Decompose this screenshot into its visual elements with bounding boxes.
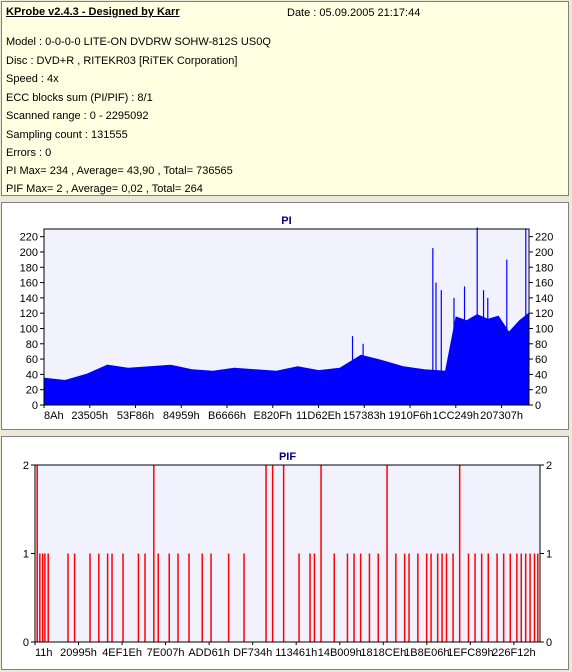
pif-plot-border xyxy=(34,464,541,643)
pif-xtick-label: DF734h xyxy=(233,647,272,659)
pi-ytick-label-right: 60 xyxy=(535,354,547,366)
pi-xtick-label: 8Ah xyxy=(44,410,64,422)
pif-ytick-label-right: 0 xyxy=(546,637,552,649)
ecc-line: ECC blocks sum (PI/PIF) : 8/1 xyxy=(6,92,153,104)
pi-ytick-label-right: 140 xyxy=(535,293,553,305)
pi-ytick-label-right: 160 xyxy=(535,278,553,290)
pi-ytick-label-right: 80 xyxy=(535,339,547,351)
pi-ytick-label-right: 40 xyxy=(535,369,547,381)
pi-xtick-label: 157383h xyxy=(343,410,386,422)
pif-xtick-label: 1EFC89h xyxy=(447,647,493,659)
sampling-line: Sampling count : 131555 xyxy=(6,129,128,141)
pi-ytick-label-left: 160 xyxy=(20,278,38,290)
pif-xtick-label: 4EF1Eh xyxy=(102,647,142,659)
pif-ytick-label-right: 2 xyxy=(546,460,552,472)
pi-ytick-label-left: 40 xyxy=(26,369,38,381)
pif-xtick-label: 20995h xyxy=(60,647,97,659)
pi-ytick-label-right: 20 xyxy=(535,385,547,397)
pif-xtick-label: 11h xyxy=(35,647,53,659)
pi-ytick-label-left: 120 xyxy=(20,308,38,320)
pif-chart-panel: PIF 0 0 1 1 2 2 11h 20995h 4EF1Eh 7E007h ADD61h DF73… xyxy=(1,436,569,670)
pif-xtick-label: 1818CEh xyxy=(360,647,406,659)
pi-ytick-label-right: 100 xyxy=(535,323,553,335)
pif-chart: PIF 0 0 1 1 2 2 11h 20995h 4EF1Eh 7E007h ADD61h DF73… xyxy=(23,451,552,659)
pif-summary-line: PIF Max= 2 , Average= 0,02 , Total= 264 xyxy=(6,183,203,195)
pi-chart-panel: PI 0 0 20 20 40 40 60 60 80 80 100 100 120 120 140 140 16… xyxy=(1,202,569,430)
pi-xtick-label: 11D62Eh xyxy=(296,410,341,422)
pi-ytick-label-left: 100 xyxy=(20,323,38,335)
pi-ytick-label-right: 0 xyxy=(535,400,541,412)
pi-ytick-label-left: 180 xyxy=(20,262,38,274)
pi-ytick-label-right: 200 xyxy=(535,247,553,259)
disc-line: Disc : DVD+R , RITEKR03 [RiTEK Corporati… xyxy=(6,55,238,67)
pi-xtick-label: 23505h xyxy=(71,410,108,422)
pi-xtick-label: 84959h xyxy=(163,410,200,422)
pi-xtick-label: 1CC249h xyxy=(433,410,479,422)
app-title: KProbe v2.4.3 - Designed by Karr xyxy=(6,6,180,18)
pi-chart-title: PI xyxy=(281,215,291,227)
pi-ytick-label-right: 120 xyxy=(535,308,553,320)
speed-line: Speed : 4x xyxy=(6,73,59,85)
pif-plot-area xyxy=(35,465,540,642)
errors-line: Errors : 0 xyxy=(6,147,52,159)
model-line: Model : 0-0-0-0 LITE-ON DVDRW SOHW-812S … xyxy=(6,36,271,48)
pi-chart: PI 0 0 20 20 40 40 60 60 80 80 100 100 120 120 140 140 16… xyxy=(20,215,554,422)
pif-xtick-label: 113461h xyxy=(275,647,317,659)
pif-ytick-label-left: 0 xyxy=(23,637,29,649)
pi-ytick-label-left: 60 xyxy=(26,354,38,366)
pif-xtick-label: 226F12h xyxy=(492,647,535,659)
pif-ytick-label-left: 1 xyxy=(23,549,29,561)
pif-xtick-label: 1B8E06h xyxy=(404,647,449,659)
pi-series-area xyxy=(43,312,530,406)
pi-xtick-label: 1910F6h xyxy=(388,410,431,422)
scan-date: Date : 05.09.2005 21:17:44 xyxy=(287,7,421,19)
pi-xtick-label: 207307h xyxy=(480,410,523,422)
pi-summary-line: PI Max= 234 , Average= 43,90 , Total= 73… xyxy=(6,165,233,177)
range-line: Scanned range : 0 - 2295092 xyxy=(6,110,149,122)
pif-xtick-label: ADD61h xyxy=(188,647,230,659)
pi-ytick-label-left: 200 xyxy=(20,247,38,259)
pif-ytick-label-right: 1 xyxy=(546,549,552,561)
pi-ytick-label-left: 140 xyxy=(20,293,38,305)
pi-ytick-label-left: 80 xyxy=(26,339,38,351)
pif-chart-title: PIF xyxy=(279,451,296,463)
pi-xtick-label: 53F86h xyxy=(117,410,154,422)
pi-ytick-label-right: 180 xyxy=(535,262,553,274)
pi-xtick-label: E820Fh xyxy=(254,410,293,422)
pi-plot-border xyxy=(43,228,530,406)
pif-xtick-label: 7E007h xyxy=(147,647,185,659)
pif-ytick-label-left: 2 xyxy=(23,460,29,472)
pi-ytick-label-left: 20 xyxy=(26,385,38,397)
pi-ytick-label-left: 0 xyxy=(32,400,38,412)
pi-ytick-label-left: 220 xyxy=(20,232,38,244)
pif-xtick-label: 14B009h xyxy=(318,647,362,659)
pi-xtick-label: B6666h xyxy=(208,410,246,422)
pi-ytick-label-right: 220 xyxy=(535,232,553,244)
info-panel: KProbe v2.4.3 - Designed by Karr Date : … xyxy=(1,1,569,196)
